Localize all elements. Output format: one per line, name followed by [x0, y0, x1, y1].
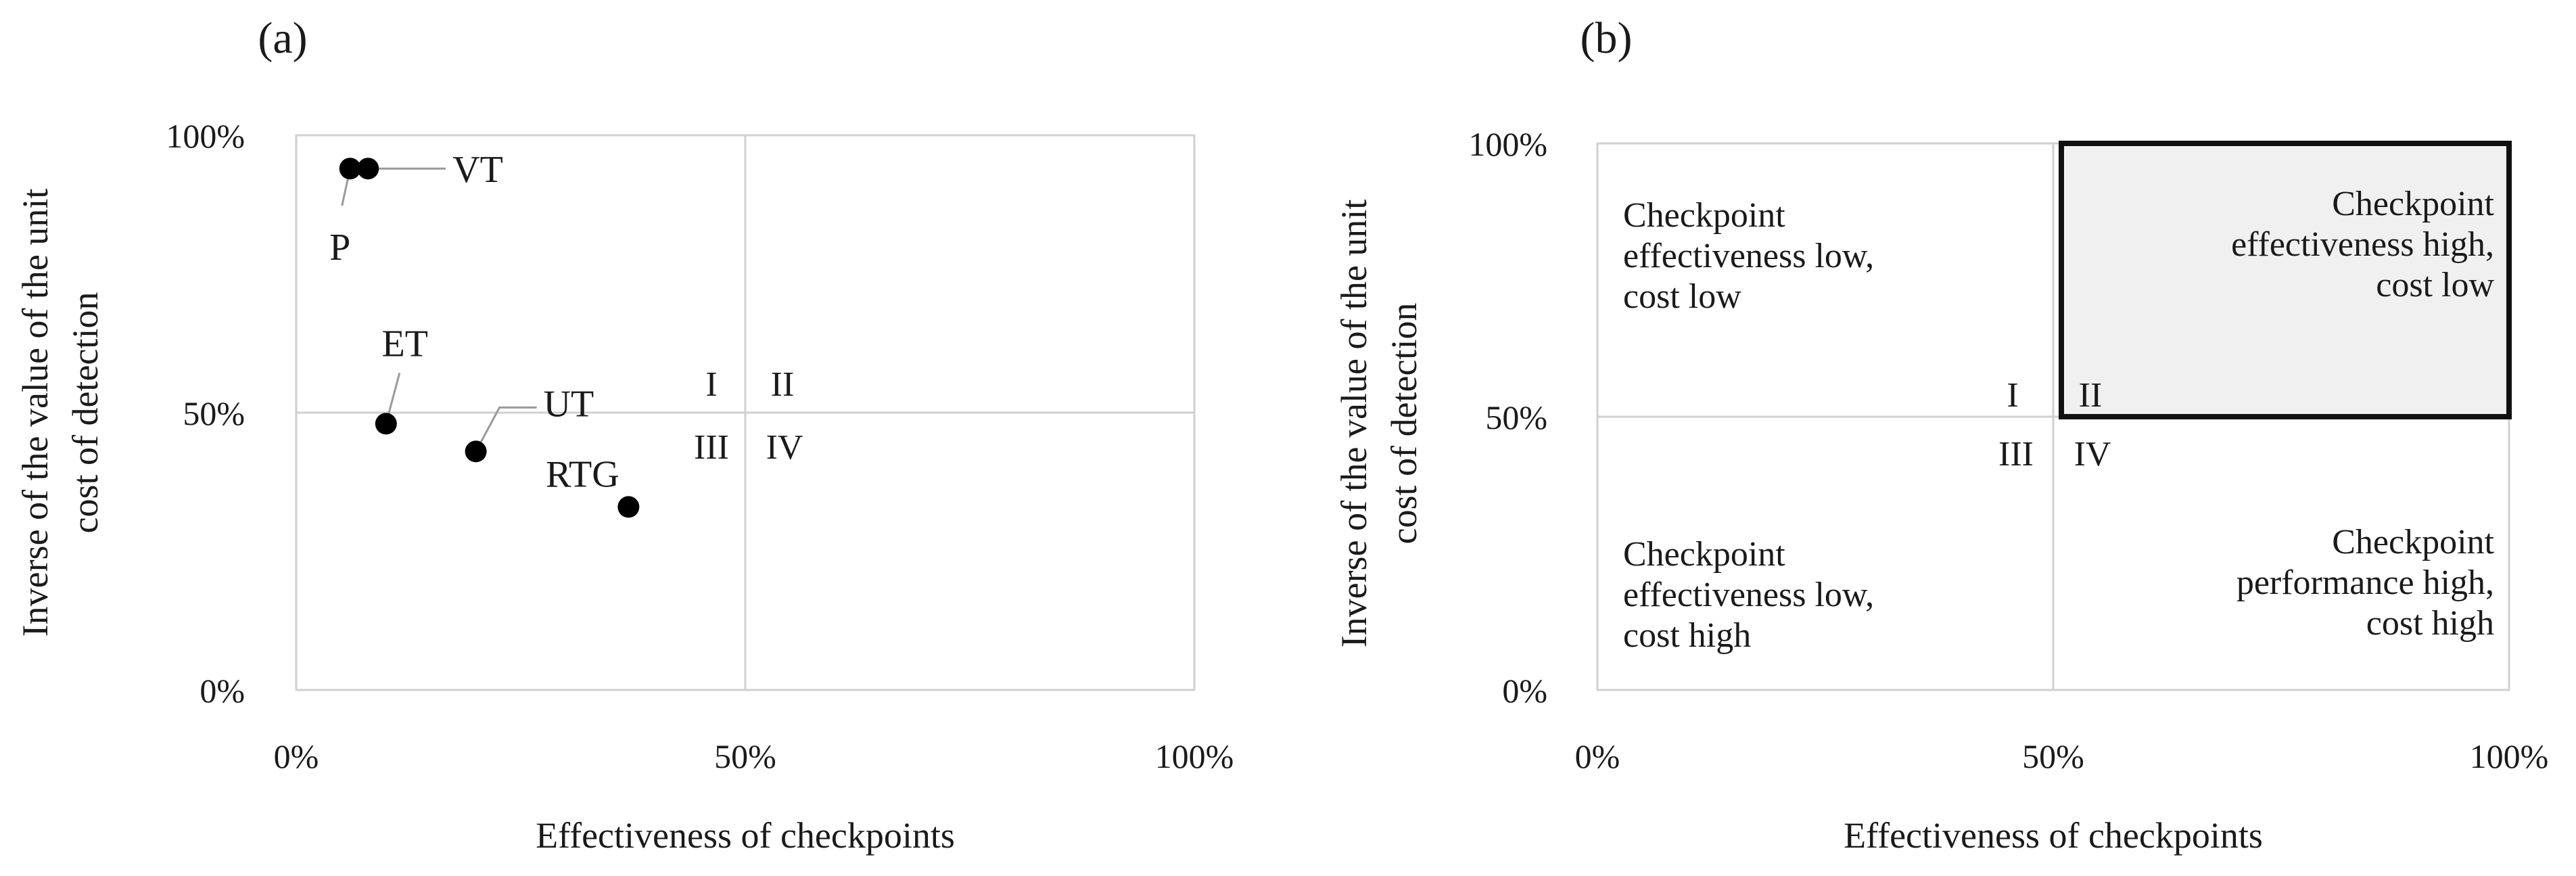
- point-label-p: P: [329, 227, 350, 269]
- quadrant-label-b: III: [1998, 435, 2034, 474]
- x-tick-b: 50%: [2022, 737, 2084, 775]
- x-tick-a: 100%: [1155, 737, 1234, 775]
- quadrant-text-i: Checkpoint effectiveness low, cost low: [1623, 196, 1874, 316]
- panel-a: (a) 0% 50% 100% 0% 50% 100% Effectiveness of ch…: [15, 14, 1234, 856]
- data-point-vt: [357, 158, 379, 180]
- quadrant-label-b: II: [2079, 376, 2103, 415]
- quadrant-label-a: III: [694, 428, 729, 467]
- quadrant-text-ii: Checkpoint effectiveness high, cost low: [2231, 185, 2494, 304]
- quadrant-label-a: I: [705, 365, 717, 404]
- x-axis-label-a: Effectiveness of checkpoints: [536, 815, 955, 856]
- y-tick-a: 100%: [166, 117, 245, 155]
- x-tick-b: 100%: [2470, 737, 2549, 775]
- x-tick-a: 50%: [714, 737, 776, 775]
- y-tick-a: 0%: [200, 672, 245, 710]
- panel-label-b: (b): [1580, 14, 1633, 63]
- x-tick-a: 0%: [274, 737, 319, 775]
- y-axis-label-b: Inverse of the value of the unit cost of …: [1334, 200, 1424, 648]
- x-tick-b: 0%: [1575, 737, 1620, 775]
- point-label-rtg: RTG: [546, 453, 619, 495]
- data-point-rtg: [617, 496, 640, 518]
- quadrant-text-iv: Checkpoint performance high, cost high: [2237, 523, 2495, 643]
- data-point-ut: [465, 440, 487, 463]
- point-label-ut: UT: [544, 383, 594, 425]
- quadrant-label-b: IV: [2074, 435, 2111, 474]
- leader-line: [475, 406, 537, 453]
- panel-label-a: (a): [258, 14, 307, 63]
- y-tick-b: 50%: [1485, 398, 1547, 436]
- highlighted-quadrant-ii: [2059, 141, 2512, 419]
- quadrant-label-b: I: [2007, 376, 2018, 415]
- quadrant-text-iii: Checkpoint effectiveness low, cost high: [1623, 535, 1874, 655]
- x-axis-label-b: Effectiveness of checkpoints: [1844, 815, 2263, 856]
- data-point-p: [339, 158, 361, 180]
- data-point-et: [375, 413, 397, 435]
- point-label-vt: VT: [452, 149, 503, 191]
- point-label-et: ET: [382, 323, 428, 365]
- y-axis-label-a: Inverse of the value of the unit cost of …: [15, 189, 106, 637]
- y-tick-b: 100%: [1468, 125, 1547, 163]
- panel-b: (b) 0% 50% 100% 0% 50% 100% Effectiveness of ch…: [1334, 14, 2548, 856]
- quadrant-label-a: IV: [766, 428, 803, 467]
- y-tick-b: 0%: [1502, 672, 1547, 710]
- quadrant-label-a: II: [771, 365, 795, 404]
- y-tick-a: 50%: [183, 394, 245, 432]
